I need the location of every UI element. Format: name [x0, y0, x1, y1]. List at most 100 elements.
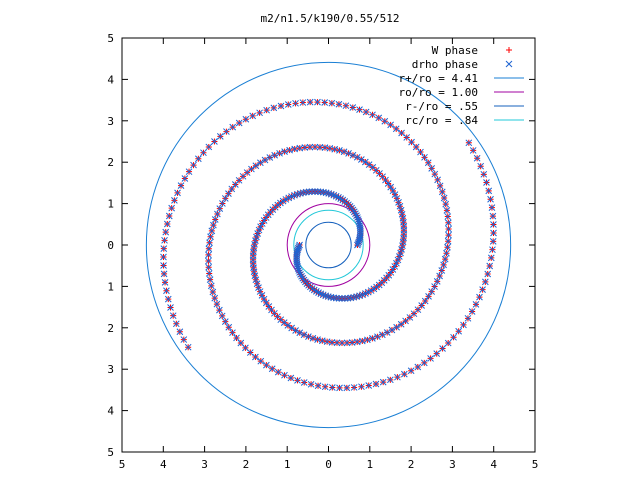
drho-phase-point — [306, 143, 314, 151]
drho-phase-point — [335, 100, 343, 108]
drho-phase-point — [225, 190, 232, 197]
drho-phase-point — [185, 168, 193, 176]
drho-phase-point — [314, 98, 321, 106]
drho-phase-point — [414, 363, 422, 371]
drho-phase-point — [428, 288, 436, 295]
drho-phase-point — [160, 253, 167, 261]
x-tick-label: 4 — [490, 458, 497, 471]
drho-phase-point — [436, 182, 444, 190]
drho-phase-point — [292, 327, 299, 334]
drho-phase-point — [387, 121, 394, 129]
legend-label: r-/ro = .55 — [405, 100, 478, 113]
drho-phase-point — [355, 218, 363, 225]
drho-phase-point — [168, 204, 176, 212]
drho-phase-point — [180, 336, 188, 343]
drho-phase-point — [321, 99, 329, 106]
drho-phase-point — [162, 228, 170, 236]
y-tick-label: 1 — [107, 280, 114, 293]
drho-phase-point — [361, 158, 369, 166]
drho-phase-point — [420, 359, 428, 367]
drho-phase-point — [274, 368, 282, 376]
drho-phase-point — [211, 216, 219, 223]
drho-phase-point — [455, 327, 463, 335]
drho-phase-point — [428, 164, 436, 172]
drho-phase-point — [369, 335, 376, 342]
drho-phase-point — [421, 297, 429, 305]
drho-phase-point — [424, 159, 432, 167]
drho-phase-point — [394, 256, 402, 264]
drho-phase-point — [450, 333, 457, 341]
drho-phase-point — [378, 331, 386, 339]
chart-title: m2/n1.5/k190/0.55/512 — [260, 12, 399, 25]
drho-phase-point — [242, 115, 250, 123]
y-tick-label: 5 — [107, 446, 114, 459]
y-tick-label: 4 — [107, 73, 114, 86]
drho-phase-point — [296, 329, 304, 337]
drho-phase-point — [160, 245, 168, 253]
legend-marker — [506, 47, 512, 53]
drho-phase-point — [393, 323, 400, 331]
drho-phase-point — [444, 213, 452, 220]
drho-phase-point — [483, 179, 490, 186]
drho-phase-point — [216, 133, 224, 140]
drho-phase-point — [418, 302, 426, 309]
reference-circles — [145, 61, 512, 429]
drho-phase-point — [277, 102, 285, 110]
drho-phase-point — [205, 245, 213, 253]
x-tick-label: 2 — [408, 458, 415, 471]
drho-phase-point — [288, 324, 296, 332]
drho-phase-point — [160, 262, 167, 269]
drho-phase-point — [440, 261, 447, 269]
drho-phase-point — [205, 143, 213, 151]
drho-phase-point — [354, 216, 362, 223]
drho-phase-point — [181, 175, 189, 182]
drho-phase-point — [320, 188, 327, 196]
drho-phase-point — [443, 206, 451, 214]
drho-phase-point — [205, 270, 213, 277]
drho-phase-point — [358, 337, 366, 345]
drho-phase-point — [293, 261, 301, 268]
drho-phase-point — [340, 148, 348, 156]
drho-phase-point — [490, 221, 497, 228]
drho-phase-point — [476, 293, 483, 301]
drho-phase-point — [270, 104, 278, 112]
drho-phase-point — [417, 148, 424, 156]
x-tick-label: 4 — [160, 458, 167, 471]
drho-phase-point — [358, 156, 365, 163]
drho-phase-point — [308, 188, 316, 195]
drho-phase-point — [487, 254, 495, 262]
drho-phase-point — [395, 253, 403, 260]
drho-phase-point — [286, 146, 293, 154]
drho-phase-point — [358, 383, 365, 391]
drho-phase-point — [257, 357, 265, 365]
drho-phase-point — [169, 312, 177, 320]
drho-phase-point — [365, 161, 373, 168]
drho-phase-point — [396, 202, 404, 210]
drho-phase-point — [316, 143, 324, 151]
x-tick-label: 0 — [325, 458, 332, 471]
drho-phase-point — [231, 181, 239, 188]
circle-r-plus — [145, 61, 512, 429]
drho-phase-point — [276, 149, 283, 157]
drho-phase-point — [257, 159, 264, 167]
drho-phase-point — [374, 333, 381, 341]
drho-phase-point — [164, 295, 172, 303]
drho-phase-point — [207, 233, 214, 241]
drho-phase-point — [296, 269, 303, 276]
drho-phase-point — [211, 294, 219, 302]
drho-phase-point — [336, 384, 343, 392]
drho-phase-point — [294, 263, 301, 270]
drho-phase-point — [384, 180, 392, 187]
drho-phase-point — [252, 353, 259, 361]
drho-phase-point — [221, 318, 229, 326]
drho-phase-point — [263, 361, 270, 369]
drho-phase-point — [477, 162, 485, 170]
drho-phase-point — [443, 249, 450, 257]
x-tick-label: 3 — [449, 458, 456, 471]
drho-phase-point — [300, 379, 308, 386]
drho-phase-point — [263, 106, 271, 114]
drho-phase-point — [444, 339, 452, 347]
drho-phase-point — [266, 154, 274, 161]
drho-phase-point — [249, 112, 257, 120]
